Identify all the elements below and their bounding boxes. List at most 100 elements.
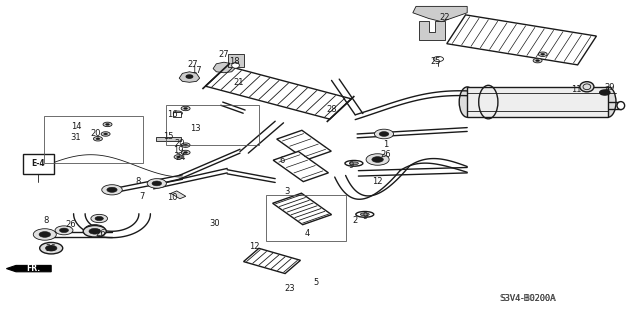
Text: 10: 10 [168,193,178,202]
Bar [244,248,300,274]
Text: 8: 8 [44,216,49,225]
Circle shape [106,123,109,125]
Bar [273,152,328,182]
Text: 17: 17 [191,66,202,75]
Text: 3: 3 [284,187,289,196]
Text: 21: 21 [234,78,244,87]
Circle shape [104,133,108,135]
Polygon shape [413,6,467,22]
Circle shape [103,122,112,127]
Circle shape [93,137,102,141]
Circle shape [186,75,193,78]
Text: 4: 4 [305,229,310,238]
Circle shape [91,214,108,223]
Text: 26: 26 [65,220,76,229]
Bar [205,66,351,119]
Circle shape [379,131,389,137]
Circle shape [84,225,105,235]
Text: 30: 30 [209,219,220,228]
Bar [44,116,143,163]
Ellipse shape [360,213,369,216]
Circle shape [181,106,190,111]
Text: 12: 12 [372,177,383,186]
Ellipse shape [356,211,374,217]
Circle shape [33,229,56,240]
Text: 7: 7 [140,192,145,201]
Text: 20: 20 [174,139,184,148]
Circle shape [90,227,100,232]
Circle shape [177,156,180,158]
Text: 9: 9 [362,212,367,221]
Polygon shape [213,62,235,73]
Bar [171,191,186,199]
Text: 8: 8 [135,177,140,186]
Circle shape [184,152,188,153]
Circle shape [600,90,610,95]
Ellipse shape [580,82,594,92]
Text: 9: 9 [348,161,353,170]
Text: 15: 15 [163,132,173,141]
Circle shape [89,228,100,234]
Circle shape [95,217,104,221]
Text: 23: 23 [285,284,295,293]
Text: 5: 5 [313,278,318,287]
Text: 14: 14 [72,122,82,131]
Circle shape [107,187,117,192]
Text: 25: 25 [430,57,440,66]
Circle shape [147,179,166,188]
Ellipse shape [617,101,625,110]
Circle shape [372,157,383,162]
Ellipse shape [232,63,239,68]
Text: 6: 6 [279,156,284,165]
Circle shape [374,129,394,139]
Text: S3V4-B0200A: S3V4-B0200A [500,294,556,303]
Bar [156,137,181,141]
Circle shape [40,242,63,254]
Ellipse shape [349,162,358,165]
Bar [23,154,54,174]
Circle shape [101,132,110,136]
Polygon shape [6,265,51,272]
Circle shape [181,143,190,147]
Text: S3V4-B0200A: S3V4-B0200A [499,294,557,303]
Text: 27: 27 [188,60,198,69]
Circle shape [541,53,545,55]
Ellipse shape [600,87,616,117]
Text: 18: 18 [230,57,240,66]
Circle shape [152,181,162,186]
Circle shape [174,155,183,159]
Circle shape [96,138,100,140]
Bar [276,130,332,160]
Text: 29: 29 [604,83,614,92]
Text: 26: 26 [380,150,390,159]
Circle shape [533,58,542,63]
Text: FR.: FR. [26,264,40,273]
Text: 1: 1 [383,140,388,149]
Text: 11: 11 [571,85,581,94]
Text: 16: 16 [168,110,178,119]
Circle shape [433,56,444,62]
Text: 26: 26 [46,244,56,253]
Circle shape [184,108,188,109]
Circle shape [39,232,51,237]
Bar [173,112,181,117]
Text: 12: 12 [250,242,260,251]
Text: 28: 28 [327,105,337,114]
Ellipse shape [345,160,363,166]
Bar [273,193,332,225]
Text: 26: 26 [96,229,106,238]
Circle shape [83,226,106,237]
Text: 31: 31 [70,133,81,142]
Text: 20: 20 [91,129,101,138]
Text: 24: 24 [175,153,186,162]
Text: E-4: E-4 [31,160,45,168]
Circle shape [102,185,122,195]
Circle shape [366,154,389,165]
Polygon shape [179,72,200,82]
Circle shape [60,228,68,233]
Text: 13: 13 [190,124,200,133]
Circle shape [538,52,547,56]
Circle shape [45,245,57,251]
Text: 27: 27 [219,50,229,59]
Circle shape [184,144,188,146]
